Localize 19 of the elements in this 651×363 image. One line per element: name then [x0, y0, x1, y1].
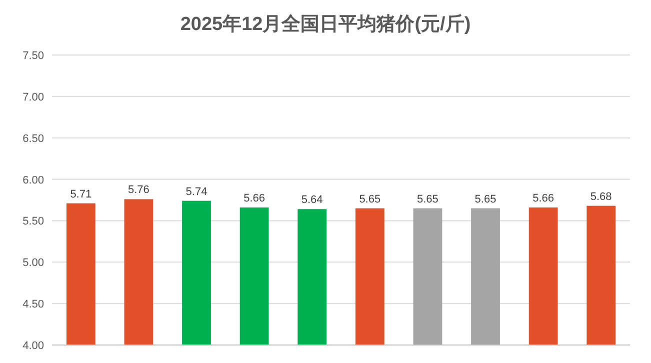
data-label: 5.65 — [359, 193, 381, 206]
data-label: 5.65 — [416, 193, 438, 206]
data-label: 5.76 — [128, 184, 150, 196]
data-label: 5.66 — [244, 192, 266, 204]
y-tick-label: 5.00 — [22, 257, 44, 270]
data-label: 5.74 — [186, 186, 208, 198]
data-label: 5.68 — [590, 190, 612, 203]
y-tick-label: 7.00 — [22, 91, 44, 104]
y-tick-label: 6.50 — [22, 132, 44, 145]
y-tick-label: 7.50 — [22, 50, 44, 62]
y-tick-label: 5.50 — [22, 216, 44, 228]
chart-title: 2025年12月全国日平均猪价(元/斤) — [180, 13, 471, 35]
data-label: 5.64 — [301, 194, 323, 206]
y-tick-label: 6.00 — [22, 174, 44, 186]
y-tick-label: 4.00 — [22, 340, 44, 352]
data-label: 5.66 — [532, 192, 554, 204]
data-label: 5.65 — [474, 193, 496, 206]
y-tick-label: 4.50 — [22, 298, 44, 311]
data-label: 5.71 — [70, 188, 92, 200]
